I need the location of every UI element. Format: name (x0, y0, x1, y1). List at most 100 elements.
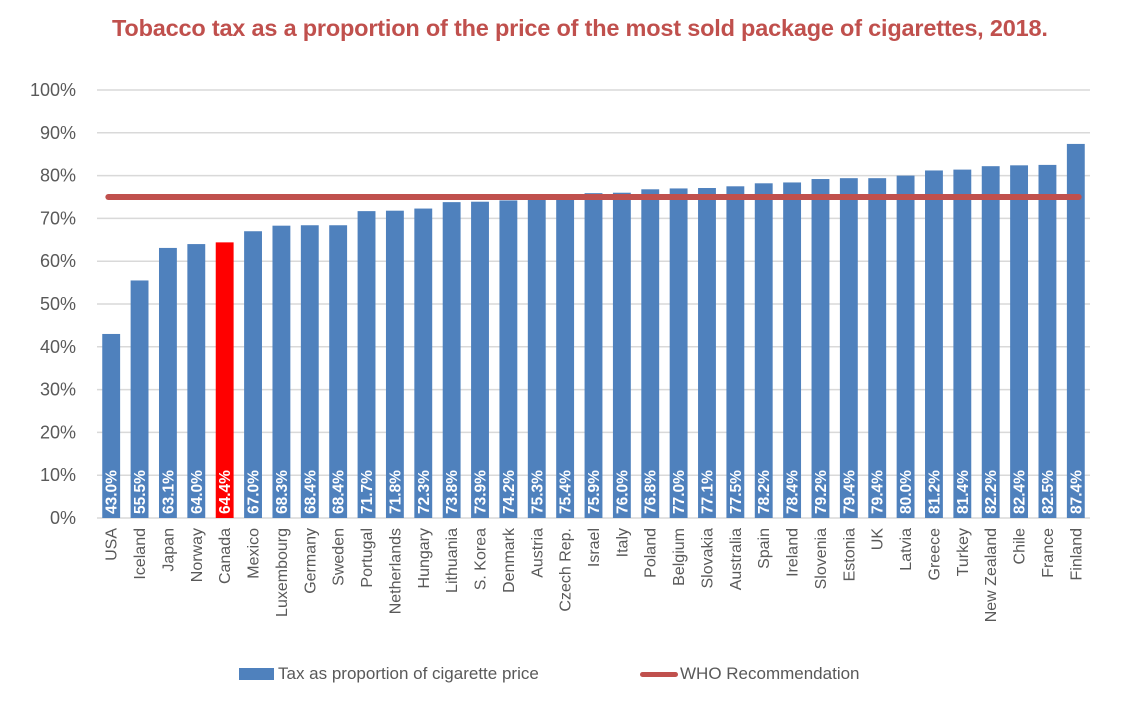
data-label: 75.3% (529, 470, 546, 514)
legend-swatch-bar (239, 668, 274, 680)
x-tick-label: UK (870, 528, 887, 551)
bar (385, 210, 404, 519)
x-tick-label: Sweden (331, 528, 348, 586)
x-tick-label: Mexico (246, 528, 263, 579)
data-label: 73.9% (473, 470, 490, 514)
x-tick-label: Norway (189, 528, 206, 582)
data-label: 64.0% (189, 470, 206, 514)
bar (1038, 164, 1057, 518)
legend-swatch-line (640, 671, 678, 677)
data-label: 87.4% (1068, 470, 1085, 514)
data-label: 68.4% (302, 470, 319, 514)
data-label: 82.2% (983, 470, 1000, 514)
y-tick-label: 100% (30, 80, 76, 100)
bar (698, 188, 716, 518)
bar (499, 200, 518, 518)
data-label: 80.0% (898, 470, 915, 514)
y-tick-label: 50% (40, 294, 76, 314)
data-label: 79.2% (813, 470, 830, 514)
data-label: 78.2% (756, 470, 773, 514)
bar (726, 186, 745, 519)
bar (329, 225, 348, 519)
x-tick-label: Czech Rep. (558, 528, 575, 612)
x-tick-label: Netherlands (387, 528, 404, 614)
x-tick-label: Australia (728, 528, 745, 590)
data-label: 75.9% (586, 470, 603, 514)
bar (102, 333, 121, 518)
x-axis: USA Iceland Japan Norway Canada Mexico Luxembo… (104, 527, 1086, 622)
x-tick-label: S. Korea (473, 528, 490, 590)
bar (1066, 143, 1085, 519)
x-tick-label: Belgium (671, 528, 688, 586)
bar (641, 189, 660, 518)
bar (925, 170, 943, 519)
bar (130, 280, 149, 518)
bar (158, 247, 177, 518)
data-label: 75.4% (558, 470, 575, 514)
bars (102, 143, 1085, 519)
bar (981, 166, 1000, 518)
x-tick-label: Finland (1068, 528, 1085, 580)
bar (300, 225, 319, 519)
x-tick-label: Poland (643, 528, 660, 578)
data-label: 55.5% (132, 470, 149, 514)
legend-label-who: WHO Recommendation (680, 664, 860, 683)
data-label: 79.4% (841, 470, 858, 514)
x-tick-label: Estonia (841, 528, 858, 581)
y-tick-label: 0% (50, 508, 76, 528)
data-label: 72.3% (416, 470, 433, 514)
bar (783, 182, 802, 518)
x-tick-label: Hungary (416, 528, 433, 588)
data-label: 63.1% (160, 470, 177, 514)
data-label: 82.5% (1040, 470, 1057, 514)
x-tick-label: Israel (586, 528, 603, 567)
data-label: 79.4% (870, 470, 887, 514)
bar (868, 178, 887, 518)
data-label: 76.0% (614, 470, 631, 514)
data-label: 71.7% (359, 470, 376, 514)
bar (811, 179, 830, 519)
bar (471, 201, 489, 518)
bar (1010, 165, 1029, 518)
x-tick-label: New Zealand (983, 528, 1000, 622)
x-tick-label: Austria (529, 528, 546, 578)
x-tick-label: Slovenia (813, 528, 830, 589)
data-label: 71.8% (387, 470, 404, 514)
y-tick-label: 20% (40, 422, 76, 442)
data-label: 68.4% (331, 470, 348, 514)
bar (669, 188, 688, 518)
data-label: 81.2% (926, 470, 943, 514)
data-label: 81.4% (955, 470, 972, 514)
x-tick-label: Turkey (955, 528, 972, 576)
data-label: 74.2% (501, 470, 518, 514)
y-tick-label: 80% (40, 166, 76, 186)
y-tick-label: 90% (40, 123, 76, 143)
x-tick-label: Portugal (359, 528, 376, 588)
data-label: 43.0% (104, 470, 121, 514)
y-tick-label: 10% (40, 465, 76, 485)
x-tick-label: Luxembourg (274, 528, 291, 617)
x-tick-label: Greece (926, 528, 943, 581)
legend-label-tax: Tax as proportion of cigarette price (278, 664, 539, 683)
bar (584, 193, 603, 518)
chart-title-text: Tobacco tax as a proportion of the price… (112, 15, 1048, 41)
bar (272, 225, 291, 518)
bar (414, 208, 433, 518)
bar (527, 195, 546, 518)
bar (244, 231, 262, 519)
y-tick-label: 70% (40, 208, 76, 228)
data-label: 77.1% (699, 470, 716, 514)
x-tick-label: Slovakia (699, 528, 716, 589)
legend-item-tax: Tax as proportion of cigarette price (239, 664, 539, 684)
bar (215, 242, 234, 519)
data-label: 78.4% (785, 470, 802, 514)
bar (896, 175, 915, 518)
bar (556, 195, 575, 518)
x-tick-label: Ireland (785, 528, 802, 577)
data-label: 64.4% (217, 470, 234, 514)
data-label: 77.5% (728, 470, 745, 514)
x-tick-label: USA (104, 528, 121, 561)
data-label: 76.8% (643, 470, 660, 514)
y-tick-label: 40% (40, 337, 76, 357)
data-label: 73.8% (444, 470, 461, 514)
